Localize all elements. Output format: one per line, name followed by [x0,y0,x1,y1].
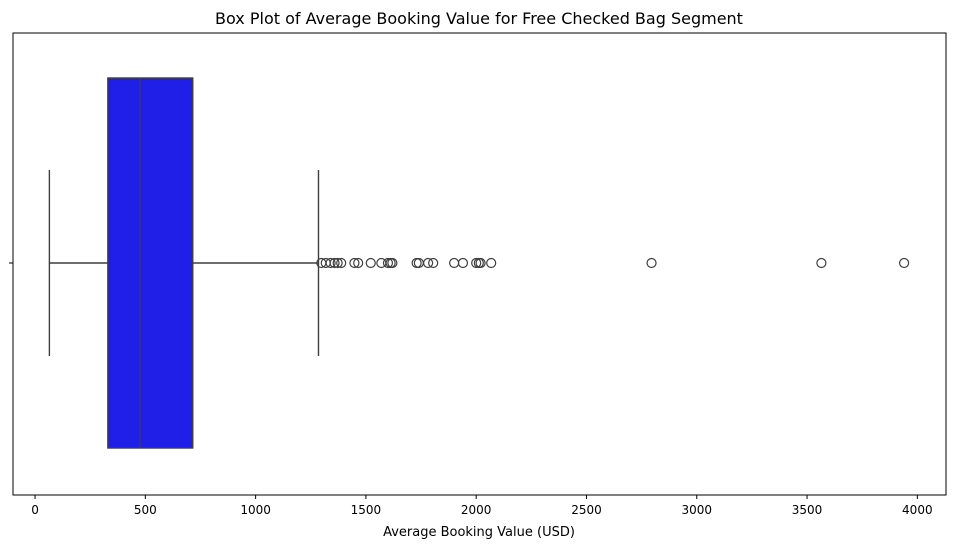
x-tick-label: 0 [31,503,39,517]
iqr-box [107,77,194,449]
outlier-group [316,257,910,269]
outlier-point [411,257,422,269]
outlier-point [449,257,460,269]
outlier-point [332,257,343,269]
outlier-point [898,257,910,269]
outlier-point [365,257,376,269]
outlier-point [325,257,336,269]
outlier-point [457,257,469,269]
plot-frame [12,32,947,496]
x-tick-label: 2000 [461,503,492,517]
plot-area [48,77,910,449]
outlier-point [349,257,360,269]
outlier-point [336,257,347,269]
x-tick-label: 2500 [571,503,602,517]
x-tick-label: 3500 [792,503,823,517]
x-axis-label: Average Booking Value (USD) [383,525,575,540]
outlier-point [353,257,364,269]
outlier-point [428,257,439,269]
outlier-point [816,257,827,269]
chart-title: Box Plot of Average Booking Value for Fr… [215,9,743,28]
outlier-point [486,257,497,269]
whisker-group [48,170,320,356]
x-tick-label: 1500 [351,503,382,517]
outlier-point [413,257,424,269]
box-group [107,77,194,449]
outlier-point [329,257,340,269]
x-tick-label: 3000 [681,503,712,517]
x-tick-label: 4000 [902,503,933,517]
outlier-point [646,257,657,269]
x-tick-label: 500 [134,503,157,517]
outlier-point [387,257,398,269]
x-tick-label: 1000 [240,503,271,517]
outlier-point [423,257,434,269]
outlier-point [471,257,482,269]
outlier-point [475,257,486,269]
outlier-point [382,257,394,269]
x-axis: 0 500 1000 1500 2000 2500 3000 3500 4000 [31,495,933,517]
